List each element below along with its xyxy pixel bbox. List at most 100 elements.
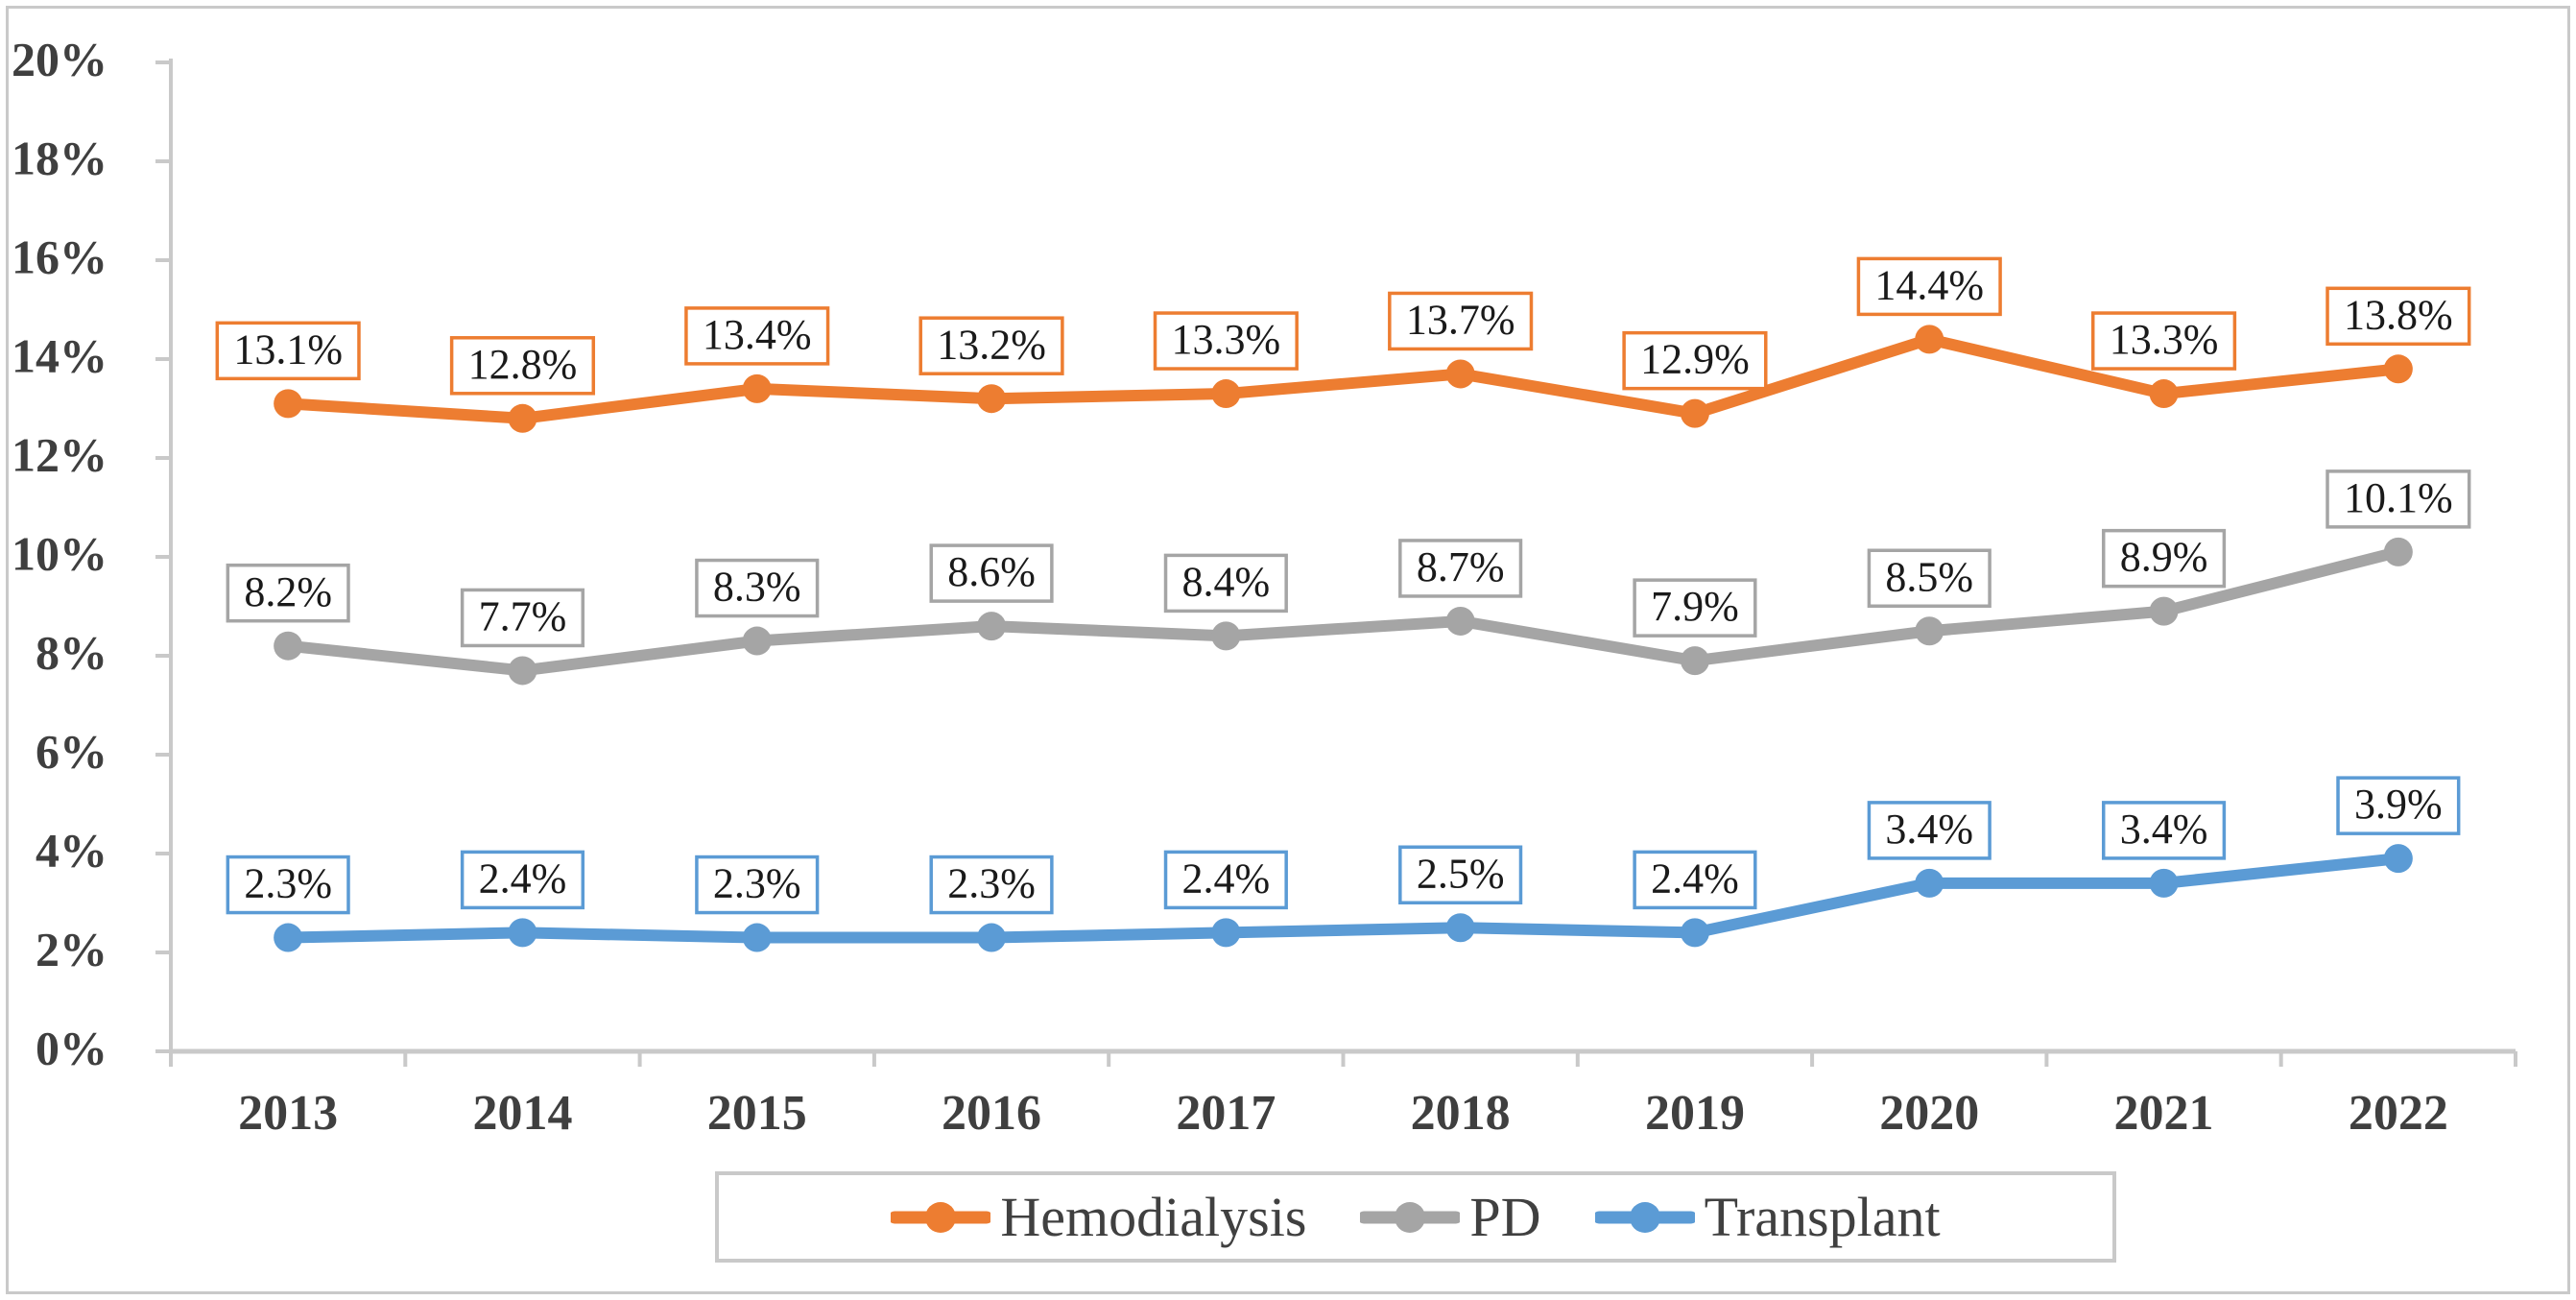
data-point-marker	[1445, 913, 1475, 943]
data-point-marker	[508, 918, 537, 948]
data-point-marker	[1211, 621, 1241, 651]
pd-line-marker-icon	[1360, 1201, 1461, 1233]
data-point-marker	[274, 631, 303, 661]
data-label-box	[215, 321, 361, 381]
legend-item-label: Hemodialysis	[1000, 1185, 1307, 1248]
x-axis-tick-label: 2013	[238, 1086, 338, 1141]
data-point-marker	[1211, 379, 1241, 409]
data-label-box	[684, 306, 830, 366]
data-point-marker	[1680, 398, 1709, 428]
x-axis-tick-label: 2018	[1411, 1086, 1511, 1141]
data-label-value: 2.3%	[947, 860, 1036, 907]
data-label-value: 3.4%	[2120, 806, 2208, 853]
data-label-box	[1388, 291, 1534, 351]
data-point-marker	[1445, 359, 1475, 389]
y-axis-tick-label: 18%	[12, 131, 107, 184]
legend-item-transplant: Transplant	[1594, 1185, 1941, 1248]
transplant-line-marker-icon	[1594, 1201, 1695, 1233]
data-label-value: 2.4%	[1651, 855, 1739, 902]
data-label-box	[929, 543, 1054, 603]
y-axis-tick-label: 8%	[36, 625, 107, 679]
data-point-marker	[1915, 325, 1944, 354]
data-point-marker	[274, 923, 303, 952]
data-label-box	[1153, 311, 1299, 371]
series-line	[282, 333, 2404, 424]
data-label-value: 3.4%	[1885, 806, 1973, 853]
data-point-marker	[508, 403, 537, 433]
y-axis-tick-label: 12%	[12, 427, 107, 481]
data-point-marker	[1680, 918, 1709, 948]
data-label-value: 2.3%	[713, 860, 801, 907]
data-label-box	[226, 855, 350, 915]
data-label-box	[1633, 850, 1757, 910]
data-label-box	[1398, 539, 1523, 598]
data-label-value: 8.5%	[1885, 553, 1973, 600]
data-label-value: 13.4%	[703, 311, 812, 358]
data-label-box	[1867, 801, 1992, 860]
data-label-value: 3.9%	[2354, 781, 2443, 828]
data-point-marker	[977, 612, 1007, 641]
data-point-marker	[1211, 918, 1241, 948]
data-point-marker	[742, 373, 772, 403]
y-axis-tick-label: 2%	[36, 922, 107, 975]
data-label-value: 13.3%	[2110, 316, 2219, 363]
data-label-value: 8.3%	[713, 564, 801, 611]
data-point-marker	[742, 626, 772, 656]
data-label-box	[2326, 286, 2471, 347]
data-point-marker	[1680, 646, 1709, 676]
data-label-value: 8.4%	[1182, 558, 1271, 605]
data-label-value: 7.7%	[479, 593, 567, 640]
x-axis-tick-label: 2020	[1879, 1086, 1979, 1141]
data-label-box	[226, 563, 350, 623]
data-point-marker	[977, 384, 1007, 414]
data-label-value: 12.9%	[1640, 336, 1750, 383]
x-axis-tick-label: 2015	[707, 1086, 807, 1141]
hemodialysis-line-marker-icon	[891, 1201, 991, 1233]
data-label-value: 2.5%	[1417, 850, 1505, 897]
data-label-box	[1163, 553, 1288, 614]
data-point-marker	[1445, 606, 1475, 636]
series-hemodialysis	[274, 325, 2413, 433]
x-axis-tick-label: 2016	[942, 1086, 1041, 1141]
data-label-box	[1163, 850, 1288, 910]
series-labels-transplant: 2.3% 2.4% 2.3% 2.3% 2.4% 2.5% 2.4% 3.4% 3.4% 3.9%	[226, 776, 2461, 915]
data-label-box	[2101, 801, 2227, 860]
data-label-box	[695, 558, 820, 618]
data-label-value: 13.8%	[2344, 291, 2453, 338]
data-label-value: 13.2%	[937, 321, 1046, 368]
y-axis-tick-label: 4%	[36, 823, 107, 877]
data-label-box	[460, 588, 585, 648]
data-point-marker	[2149, 379, 2179, 409]
data-label-box	[2326, 469, 2471, 529]
legend-item-label: Transplant	[1704, 1185, 1941, 1248]
x-axis-tick-label: 2021	[2114, 1086, 2214, 1141]
data-label-value: 8.9%	[2120, 534, 2208, 581]
y-axis-tick-label: 0%	[36, 1021, 107, 1074]
data-label-value: 7.9%	[1651, 583, 1739, 630]
data-point-marker	[2383, 537, 2413, 566]
legend-item-hemodialysis: Hemodialysis	[891, 1185, 1307, 1248]
data-point-marker	[977, 923, 1007, 952]
legend-item-pd: PD	[1360, 1185, 1541, 1248]
data-label-value: 8.6%	[947, 548, 1036, 595]
data-label-value: 8.7%	[1417, 543, 1505, 590]
x-axis-tick-label: 2017	[1176, 1086, 1276, 1141]
x-axis-tick-label: 2014	[472, 1086, 572, 1141]
data-label-box	[2101, 528, 2227, 589]
data-label-box	[1622, 330, 1768, 391]
data-label-value: 2.3%	[244, 860, 332, 907]
legend: Hemodialysis PD Transplant	[715, 1171, 2116, 1263]
data-point-marker	[2383, 354, 2413, 384]
legend-item-label: PD	[1469, 1185, 1541, 1248]
data-label-value: 8.2%	[244, 568, 332, 615]
y-axis-tick-label: 20%	[12, 32, 107, 85]
data-label-box	[449, 336, 596, 396]
series-labels-hemodialysis: 13.1% 12.8% 13.4% 13.2% 13.3% 13.7% 12.9% 14.4%…	[215, 256, 2471, 396]
data-label-value: 2.4%	[1182, 855, 1271, 902]
data-point-marker	[1915, 868, 1944, 898]
data-label-box	[2090, 311, 2237, 371]
series-line	[282, 545, 2404, 677]
data-point-marker	[508, 656, 537, 686]
